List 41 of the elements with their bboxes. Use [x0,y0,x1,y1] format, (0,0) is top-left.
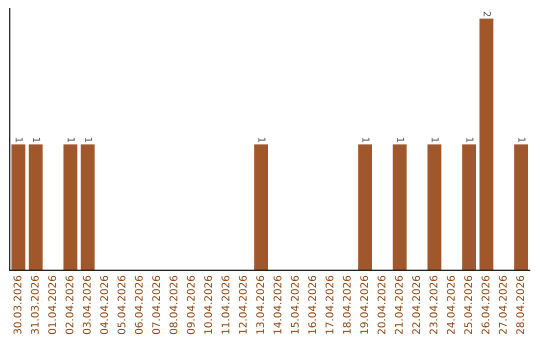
data-label: 1 [33,138,40,142]
x-tick-label: 31.03.2026 [30,276,39,334]
x-tick-label: 02.04.2026 [66,276,74,334]
x-tick-label: 08.04.2026 [170,276,178,334]
data-label: 1 [518,138,526,142]
data-label: 1 [16,138,23,142]
x-tick-label: 09.04.2026 [186,276,195,334]
x-tick-label: 21.04.2026 [394,276,403,334]
x-tick-label: 20.04.2026 [378,276,386,334]
x-tick-label: 28.04.2026 [516,276,524,334]
x-tick-label: 15.04.2026 [290,276,299,334]
x-tick-label: 26.04.2026 [482,276,490,334]
data-label: 1 [432,138,439,142]
x-tick-label: 18.04.2026 [342,276,351,334]
data-label: 1 [397,138,404,142]
x-tick-label: 03.04.2026 [82,276,91,334]
x-tick-label: 13.04.2026 [256,276,264,334]
x-tick-label: 22.04.2026 [412,276,420,334]
data-label: 1 [85,138,92,142]
data-label: 1 [68,138,75,142]
x-tick-label: 04.04.2026 [100,276,108,334]
x-tick-label: 25.04.2026 [464,276,472,334]
data-label: 1 [258,138,266,142]
data-label: 2 [484,12,491,16]
x-tick-label: 30.03.2026 [14,276,22,334]
x-tick-label: 06.04.2026 [134,276,143,334]
data-label: 1 [362,138,370,142]
x-tick-label: 16.04.2026 [308,276,316,334]
data-label: 1 [466,138,474,142]
x-tick-label: 27.04.2026 [498,276,507,334]
x-tick-label: 11.04.2026 [222,276,230,334]
x-tick-label: 24.04.2026 [446,276,455,334]
x-tick-label: 12.04.2026 [238,276,247,334]
x-tick-label: 17.04.2026 [326,276,334,334]
x-tick-label: 23.04.2026 [430,276,438,334]
x-tick-label: 10.04.2026 [204,276,212,334]
x-tick-label: 07.04.2026 [152,276,160,334]
x-tick-label: 01.04.2026 [48,276,56,334]
x-tick-label: 05.04.2026 [118,276,126,334]
x-tick-label: 19.04.2026 [360,276,368,334]
x-tick-label: 14.04.2026 [274,276,282,334]
